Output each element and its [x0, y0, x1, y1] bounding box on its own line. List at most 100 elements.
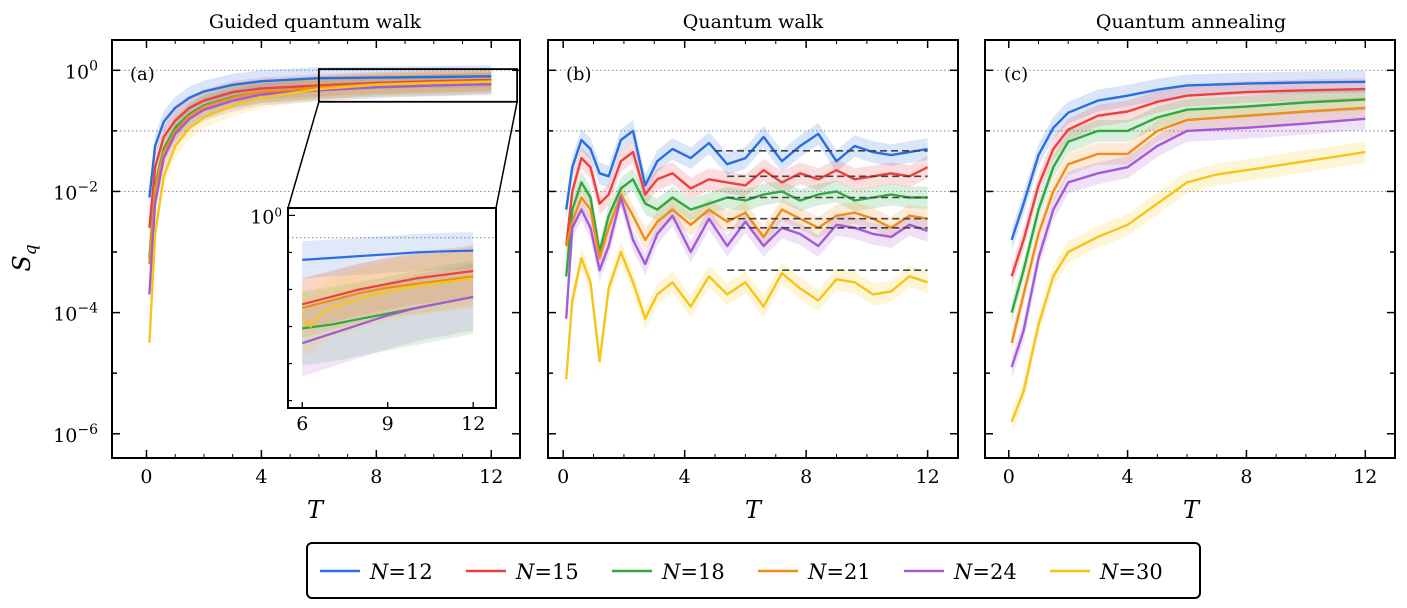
panel-a-title: Guided quantum walk: [209, 11, 422, 33]
panel-b: 0 4 8 12: [547, 39, 959, 488]
panel-c-xtick-label-0: 0: [1003, 466, 1015, 488]
legend: N=12 N=15 N=18 N=21 N=24 N=30: [306, 542, 1201, 599]
panel-b-plot-area: [565, 120, 929, 391]
legend-label-N=12: N=12: [369, 560, 433, 584]
panel-c-line-N=18: [1010, 98, 1366, 313]
panel-a-xtick-label-12: 12: [479, 466, 503, 488]
panel-a-band-N=18: [149, 72, 492, 269]
panel-b-band-N=24: [566, 186, 928, 330]
panel-a-ytick-label-3-exp: −6: [77, 422, 98, 438]
panel-a-ytick-label-2-base: 10: [53, 304, 77, 326]
legend-label-op: =: [534, 560, 552, 584]
legend-label-var: N: [369, 560, 389, 584]
inset-ytick-label-base: 10: [250, 206, 274, 228]
inset-line-N=24: [301, 295, 474, 345]
panel-c-xlabel: T: [1183, 496, 1201, 524]
inset-xtick-label-12: 12: [461, 413, 485, 435]
panel-b-line-N=30: [565, 250, 928, 380]
panel-b-band-N=30: [566, 241, 928, 391]
legend-label-num: 30: [1136, 560, 1163, 584]
legend-label-N=24: N=24: [953, 560, 1017, 584]
panel-b-letter: (b): [566, 64, 592, 85]
legend-label-N=30: N=30: [1099, 560, 1163, 584]
legend-label-var: N: [953, 560, 973, 584]
panel-b-line-N=15: [565, 150, 929, 247]
panel-a-letter: (a): [130, 64, 155, 85]
panel-b-xlabel: T: [745, 496, 763, 524]
legend-label-N=21: N=21: [807, 560, 871, 584]
panel-a-ytick-label-2-exp: −4: [77, 301, 98, 317]
y-axis-label-sub: q: [21, 244, 41, 255]
panel-a-line-N=12: [148, 75, 492, 198]
legend-label-var: N: [1099, 560, 1119, 584]
inset-connector-right: [495, 101, 518, 209]
panel-c-plot-area: [1010, 70, 1366, 433]
panel-c-band-N=21: [1011, 96, 1366, 354]
panel-c-xtick-label-8: 8: [1240, 466, 1252, 488]
inset-line-N=15: [301, 269, 474, 306]
legend-label-op: =: [972, 560, 990, 584]
legend-label-num: 24: [990, 560, 1017, 584]
panel-a-ytick-label-0: 100: [65, 58, 98, 83]
legend-label-var: N: [807, 560, 827, 584]
panel-a-ytick-label-1: 10−2: [53, 179, 98, 204]
inset-bg: [288, 208, 496, 408]
panel-c-band-N=15: [1011, 78, 1366, 288]
panel-b-xtick-label-4: 4: [679, 466, 691, 488]
inset-ytick-label-exp: 0: [274, 205, 282, 219]
panel-a-plot-area: [148, 65, 492, 354]
legend-label-var: N: [661, 560, 681, 584]
legend-label-op: =: [388, 560, 406, 584]
panel-b-line-N=12: [565, 129, 928, 210]
panel-c-band-N=18: [1011, 88, 1366, 324]
panel-a-ytick-label-1-base: 10: [53, 182, 77, 204]
panel-a-frame: [111, 39, 521, 459]
inset-plot-area: [288, 232, 496, 377]
panel-a-xtick-label-0: 0: [140, 466, 152, 488]
inset-xtick-label-9: 9: [382, 413, 394, 435]
legend-label-num: 18: [698, 560, 725, 584]
panel-a-xtick-label-4: 4: [255, 466, 267, 488]
panel-c-line-N=21: [1010, 106, 1366, 344]
inset-line-N=12: [302, 249, 474, 261]
panel-b-line-N=21: [565, 193, 928, 260]
panel-a-line-N=24: [148, 83, 492, 295]
legend-label-num: 21: [844, 560, 871, 584]
panel-b-band-N=21: [566, 183, 928, 269]
inset-band-N=24: [302, 263, 474, 377]
panel-a-ytick-label-1-exp: −2: [77, 179, 98, 195]
panel-c-line-N=24: [1010, 117, 1366, 368]
panel-a-xtick-label-8: 8: [370, 466, 382, 488]
legend-label-op: =: [1118, 560, 1136, 584]
panel-c-line-N=15: [1010, 87, 1366, 277]
panel-a-band-N=21: [149, 70, 492, 275]
inset-zoom-box: [317, 68, 519, 103]
y-axis-label-main: S: [8, 255, 36, 271]
panel-c-letter: (c): [1004, 64, 1028, 85]
legend-label-op: =: [826, 560, 844, 584]
y-axis-label: Sq: [8, 244, 41, 271]
panel-a-xlabel: T: [307, 496, 325, 524]
inset: 6 9 12 100: [250, 68, 519, 435]
panel-a-ytick-label-2: 10−4: [53, 301, 98, 326]
panel-a-ytick-label-0-base: 10: [65, 61, 89, 83]
inset-ytick-label: 100: [250, 205, 282, 228]
legend-label-num: 12: [406, 560, 433, 584]
legend-label-N=18: N=18: [661, 560, 725, 584]
panel-b-title: Quantum walk: [683, 11, 824, 33]
panel-c-frame: [984, 39, 1396, 459]
inset-line-N=21: [301, 275, 474, 310]
panel-a-ytick-label-0-exp: 0: [89, 58, 98, 74]
legend-label-op: =: [680, 560, 698, 584]
inset-xtick-label-6: 6: [296, 413, 308, 435]
panel-a-ytick-label-3: 10−6: [53, 422, 98, 447]
panel-c-xtick-label-12: 12: [1353, 466, 1377, 488]
panel-c-band-N=24: [1011, 107, 1366, 379]
panel-c-line-N=12: [1010, 80, 1366, 241]
panel-b-xtick-label-0: 0: [557, 466, 569, 488]
legend-label-N=15: N=15: [515, 560, 579, 584]
panel-c: 0 4 8 12: [984, 39, 1396, 488]
legend-label-num: 15: [552, 560, 579, 584]
